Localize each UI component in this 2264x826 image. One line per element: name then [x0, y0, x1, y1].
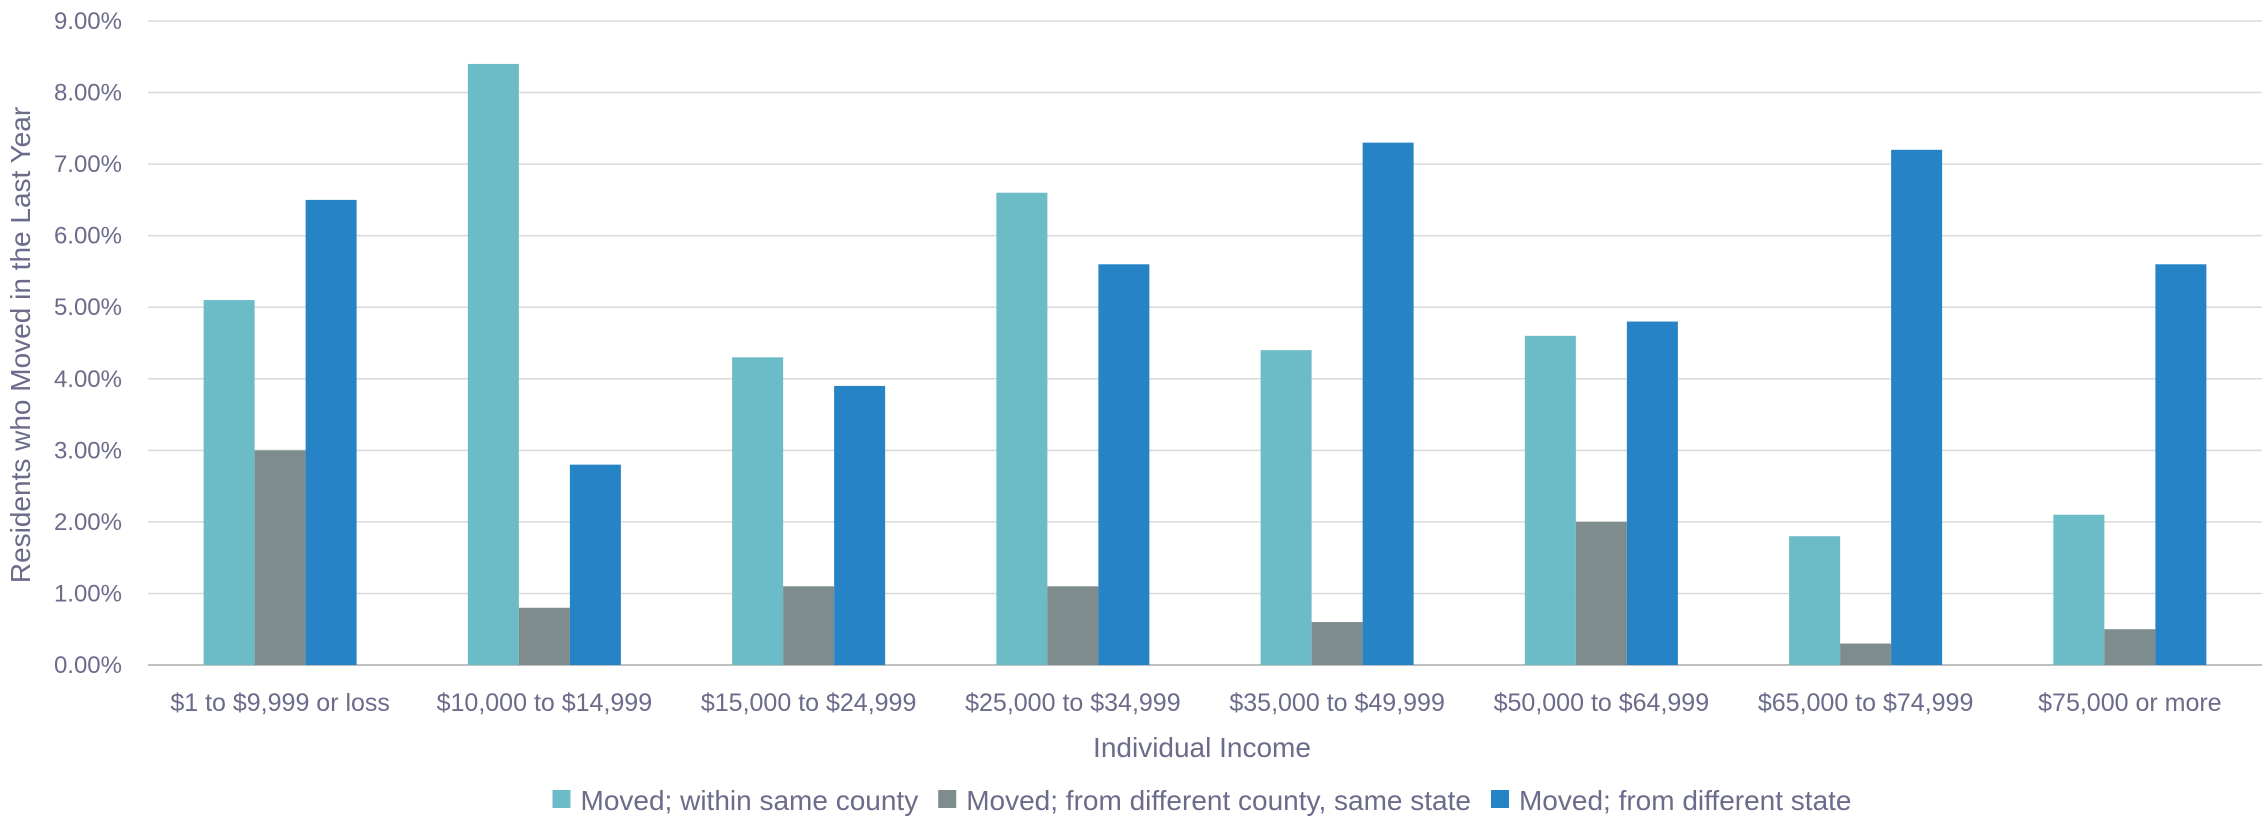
- bar-series-2: [783, 586, 835, 665]
- y-tick-label: 2.00%: [54, 509, 122, 536]
- bar-series-1: [996, 192, 1048, 665]
- bar-series-1: [732, 357, 784, 665]
- y-axis-title: Residents who Moved in the Last Year: [5, 107, 36, 583]
- bar-series-1: [1524, 335, 1576, 665]
- bar-series-3: [305, 199, 357, 665]
- legend: Moved; within same county Moved; from dif…: [552, 785, 1852, 816]
- x-tick-label: $75,000 or more: [2038, 689, 2221, 717]
- y-tick-label: 0.00%: [54, 652, 122, 679]
- x-tick-label: $15,000 to $24,999: [701, 689, 916, 717]
- x-tick-label: $65,000 to $74,999: [1758, 689, 1973, 717]
- y-tick-label: 1.00%: [54, 580, 122, 607]
- x-tick-label: $50,000 to $64,999: [1494, 689, 1709, 717]
- legend-swatch-series-3: [1490, 790, 1509, 808]
- legend-swatch-series-2: [938, 790, 957, 808]
- bar-series-1: [467, 63, 519, 665]
- bar-series-3: [569, 464, 621, 665]
- x-tick-label: $1 to $9,999 or loss: [170, 689, 390, 717]
- y-tick-label: 3.00%: [54, 437, 122, 464]
- bar-series-3: [1098, 264, 1150, 665]
- bar-series-3: [1891, 149, 1943, 666]
- legend-swatch-series-1: [552, 790, 571, 808]
- bar-series-2: [1047, 586, 1099, 665]
- y-tick-label: 9.00%: [54, 8, 122, 35]
- y-tick-label: 8.00%: [54, 80, 122, 107]
- gridlines: [148, 20, 2262, 666]
- bar-series-1: [2053, 514, 2105, 665]
- bar-series-1: [203, 300, 255, 665]
- bar-series-1: [1789, 536, 1841, 665]
- y-tick-label: 4.00%: [54, 366, 122, 393]
- x-tick-label: $10,000 to $14,999: [437, 689, 652, 717]
- x-tick-label: $35,000 to $49,999: [1229, 689, 1444, 717]
- bar-series-2: [1311, 622, 1363, 665]
- bar-series-2: [518, 607, 570, 665]
- legend-label-series-1: Moved; within same county: [580, 785, 918, 816]
- y-tick-label: 7.00%: [54, 151, 122, 178]
- bar-series-2: [1575, 521, 1627, 665]
- y-tick-label: 5.00%: [54, 294, 122, 321]
- bar-series-3: [834, 385, 886, 665]
- y-axis-ticks: 0.00% 1.00% 2.00% 3.00% 4.00% 5.00% 6.00% 7.00%…: [54, 8, 122, 679]
- bar-series-3: [1626, 321, 1678, 665]
- bar-series-3: [1362, 142, 1414, 666]
- bar-series-2: [2104, 629, 2156, 665]
- legend-label-series-2: Moved; from different county, same state: [966, 785, 1471, 816]
- bar-series-2: [254, 450, 306, 665]
- y-tick-label: 6.00%: [54, 223, 122, 250]
- x-tick-label: $25,000 to $34,999: [965, 689, 1180, 717]
- x-axis-title: Individual Income: [1093, 732, 1311, 763]
- bars: [203, 63, 2207, 666]
- bar-series-1: [1260, 350, 1312, 665]
- legend-label-series-3: Moved; from different state: [1519, 785, 1852, 816]
- x-axis-ticks: $1 to $9,999 or loss $10,000 to $14,999 $1…: [170, 689, 2221, 717]
- bar-series-2: [1840, 643, 1892, 665]
- bar-series-3: [2155, 264, 2207, 665]
